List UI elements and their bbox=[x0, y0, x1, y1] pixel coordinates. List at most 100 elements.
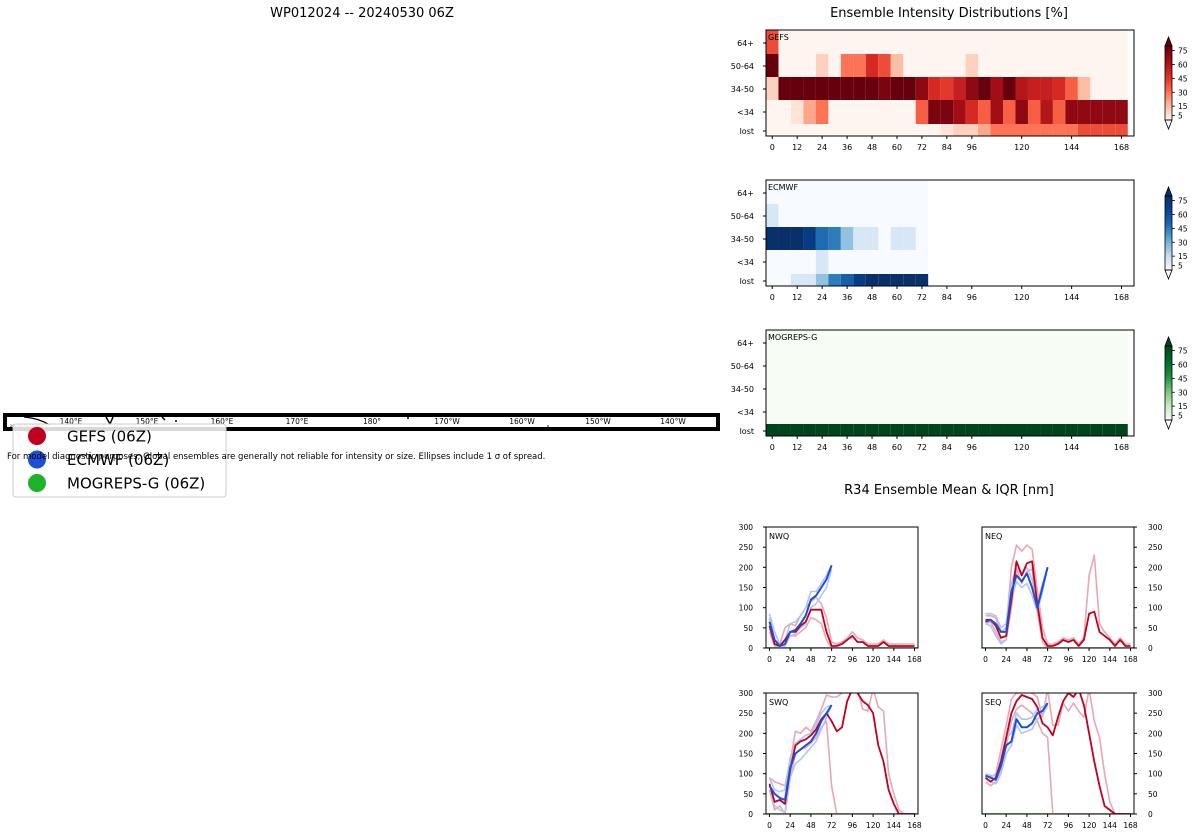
heatmap-cell bbox=[915, 77, 929, 100]
heatmap-cell bbox=[1115, 100, 1128, 124]
colorbar-step bbox=[1165, 208, 1172, 212]
heatmap-cell bbox=[766, 30, 779, 54]
colorbar-step bbox=[1165, 349, 1172, 353]
y-tick-label: 64+ bbox=[737, 39, 754, 48]
y-tick-label: 300 bbox=[739, 689, 754, 698]
colorbar-step bbox=[1165, 225, 1172, 228]
colorbar-step bbox=[1165, 362, 1172, 365]
r34-series bbox=[766, 564, 918, 648]
r34-panel-neq: NEQ 0 50 100 150 200 250 300 0 24 48 72 96 120 144 168 bbox=[981, 523, 1163, 664]
colorbar-step bbox=[1165, 268, 1172, 271]
heatmap-cell bbox=[1027, 424, 1041, 436]
heatmap-cell bbox=[815, 77, 829, 100]
heatmap-cell bbox=[803, 424, 816, 436]
heatmap-cell bbox=[903, 424, 916, 436]
heatmap-cell bbox=[815, 250, 829, 274]
heatmap-cell bbox=[865, 274, 879, 286]
heatmap-cell bbox=[1003, 424, 1016, 436]
heatmap-cell bbox=[766, 54, 779, 77]
heatmap-cell bbox=[953, 77, 966, 100]
colorbar-step bbox=[1165, 410, 1172, 414]
heatmap-cell bbox=[1040, 124, 1053, 136]
x-tick-label: 168 bbox=[1114, 143, 1129, 152]
colorbar-step bbox=[1165, 386, 1172, 390]
colorbar-step bbox=[1165, 401, 1172, 404]
series-ecmwf-mean bbox=[985, 702, 1049, 781]
x-tick-label: 168 bbox=[907, 821, 922, 830]
map-lon-label: 150°W bbox=[585, 417, 611, 426]
colorbar-tick-label: 45 bbox=[1178, 74, 1188, 83]
series-gefs-mean bbox=[768, 693, 915, 814]
x-tick-label: 84 bbox=[942, 143, 952, 152]
heatmap-cell bbox=[965, 54, 979, 77]
x-tick-label: 168 bbox=[1114, 443, 1129, 452]
heatmap-cell bbox=[1027, 100, 1041, 124]
colorbar-step bbox=[1165, 377, 1172, 380]
x-tick-label: 120 bbox=[1014, 143, 1029, 152]
heatmap-cell bbox=[903, 227, 916, 250]
series-ecmwf-q1 bbox=[985, 567, 1049, 645]
heatmap-cell bbox=[940, 77, 954, 100]
colorbar-step bbox=[1165, 207, 1172, 210]
colorbar-extend-max bbox=[1164, 185, 1173, 197]
island bbox=[175, 420, 177, 422]
x-tick-label: 72 bbox=[827, 821, 837, 830]
colorbar-tick-label: 60 bbox=[1178, 361, 1188, 370]
colorbar-step bbox=[1165, 112, 1172, 115]
y-tick-label: 150 bbox=[1148, 750, 1163, 759]
colorbar-extend-max bbox=[1164, 35, 1173, 47]
y-tick-label: 200 bbox=[739, 729, 754, 738]
map-lon-label: 160°W bbox=[509, 417, 535, 426]
series-ecmwf-q1 bbox=[985, 704, 1049, 785]
heatmap-cell bbox=[1102, 124, 1116, 136]
series-ecmwf-q3 bbox=[768, 564, 833, 645]
heatmap-frame bbox=[765, 29, 1135, 137]
x-tick-label: 24 bbox=[817, 443, 827, 452]
y-tick-label: 300 bbox=[1148, 523, 1163, 532]
x-tick-label: 120 bbox=[866, 821, 881, 830]
colorbar-step bbox=[1165, 257, 1172, 260]
colorbar-extend-max bbox=[1164, 335, 1173, 347]
heatmap-cell bbox=[978, 100, 991, 124]
heatmap-cell bbox=[840, 274, 854, 286]
x-tick-label: 24 bbox=[817, 293, 827, 302]
colorbar-step bbox=[1165, 412, 1172, 415]
map-lon-label: 140°W bbox=[660, 417, 686, 426]
colorbar-step bbox=[1165, 253, 1172, 256]
colorbar-step bbox=[1165, 94, 1172, 97]
colorbar-step bbox=[1165, 384, 1172, 388]
x-tick-label: 120 bbox=[1014, 293, 1029, 302]
y-tick-label: 34-50 bbox=[731, 85, 754, 94]
heatmap-cell bbox=[1065, 100, 1078, 124]
colorbar-step bbox=[1165, 397, 1172, 401]
x-tick-label: 0 bbox=[770, 143, 775, 152]
y-tick-label: 64+ bbox=[737, 339, 754, 348]
heatmap-cell bbox=[766, 227, 779, 250]
map-lon-label: 170°E bbox=[286, 417, 309, 426]
y-tick-label: 34-50 bbox=[731, 385, 754, 394]
heatmap-cell bbox=[1015, 424, 1028, 436]
colorbar-step bbox=[1165, 360, 1172, 364]
colorbar-step bbox=[1165, 390, 1172, 393]
heatmap-cell bbox=[840, 227, 854, 250]
colorbar-step bbox=[1165, 114, 1172, 117]
y-tick-label: 300 bbox=[739, 523, 754, 532]
colorbar-step bbox=[1165, 357, 1172, 360]
heatmap-cell bbox=[840, 424, 854, 436]
x-tick-label: 60 bbox=[892, 143, 902, 152]
colorbar-step bbox=[1165, 62, 1172, 65]
heatmap-cell bbox=[965, 100, 979, 124]
x-tick-label: 72 bbox=[917, 293, 927, 302]
x-tick-label: 24 bbox=[785, 655, 795, 664]
colorbar-tick-label: 30 bbox=[1178, 238, 1188, 247]
heatmap-cell bbox=[1102, 424, 1116, 436]
y-tick-label: 0 bbox=[748, 810, 753, 819]
heatmap-cell bbox=[878, 77, 891, 100]
heatmap-cell bbox=[1052, 77, 1066, 100]
heatmap-cell bbox=[790, 100, 804, 124]
y-tick-label: 0 bbox=[1148, 644, 1153, 653]
heatmap-cell bbox=[1115, 124, 1128, 136]
x-tick-label: 0 bbox=[983, 655, 988, 664]
colorbar-step bbox=[1165, 355, 1172, 358]
